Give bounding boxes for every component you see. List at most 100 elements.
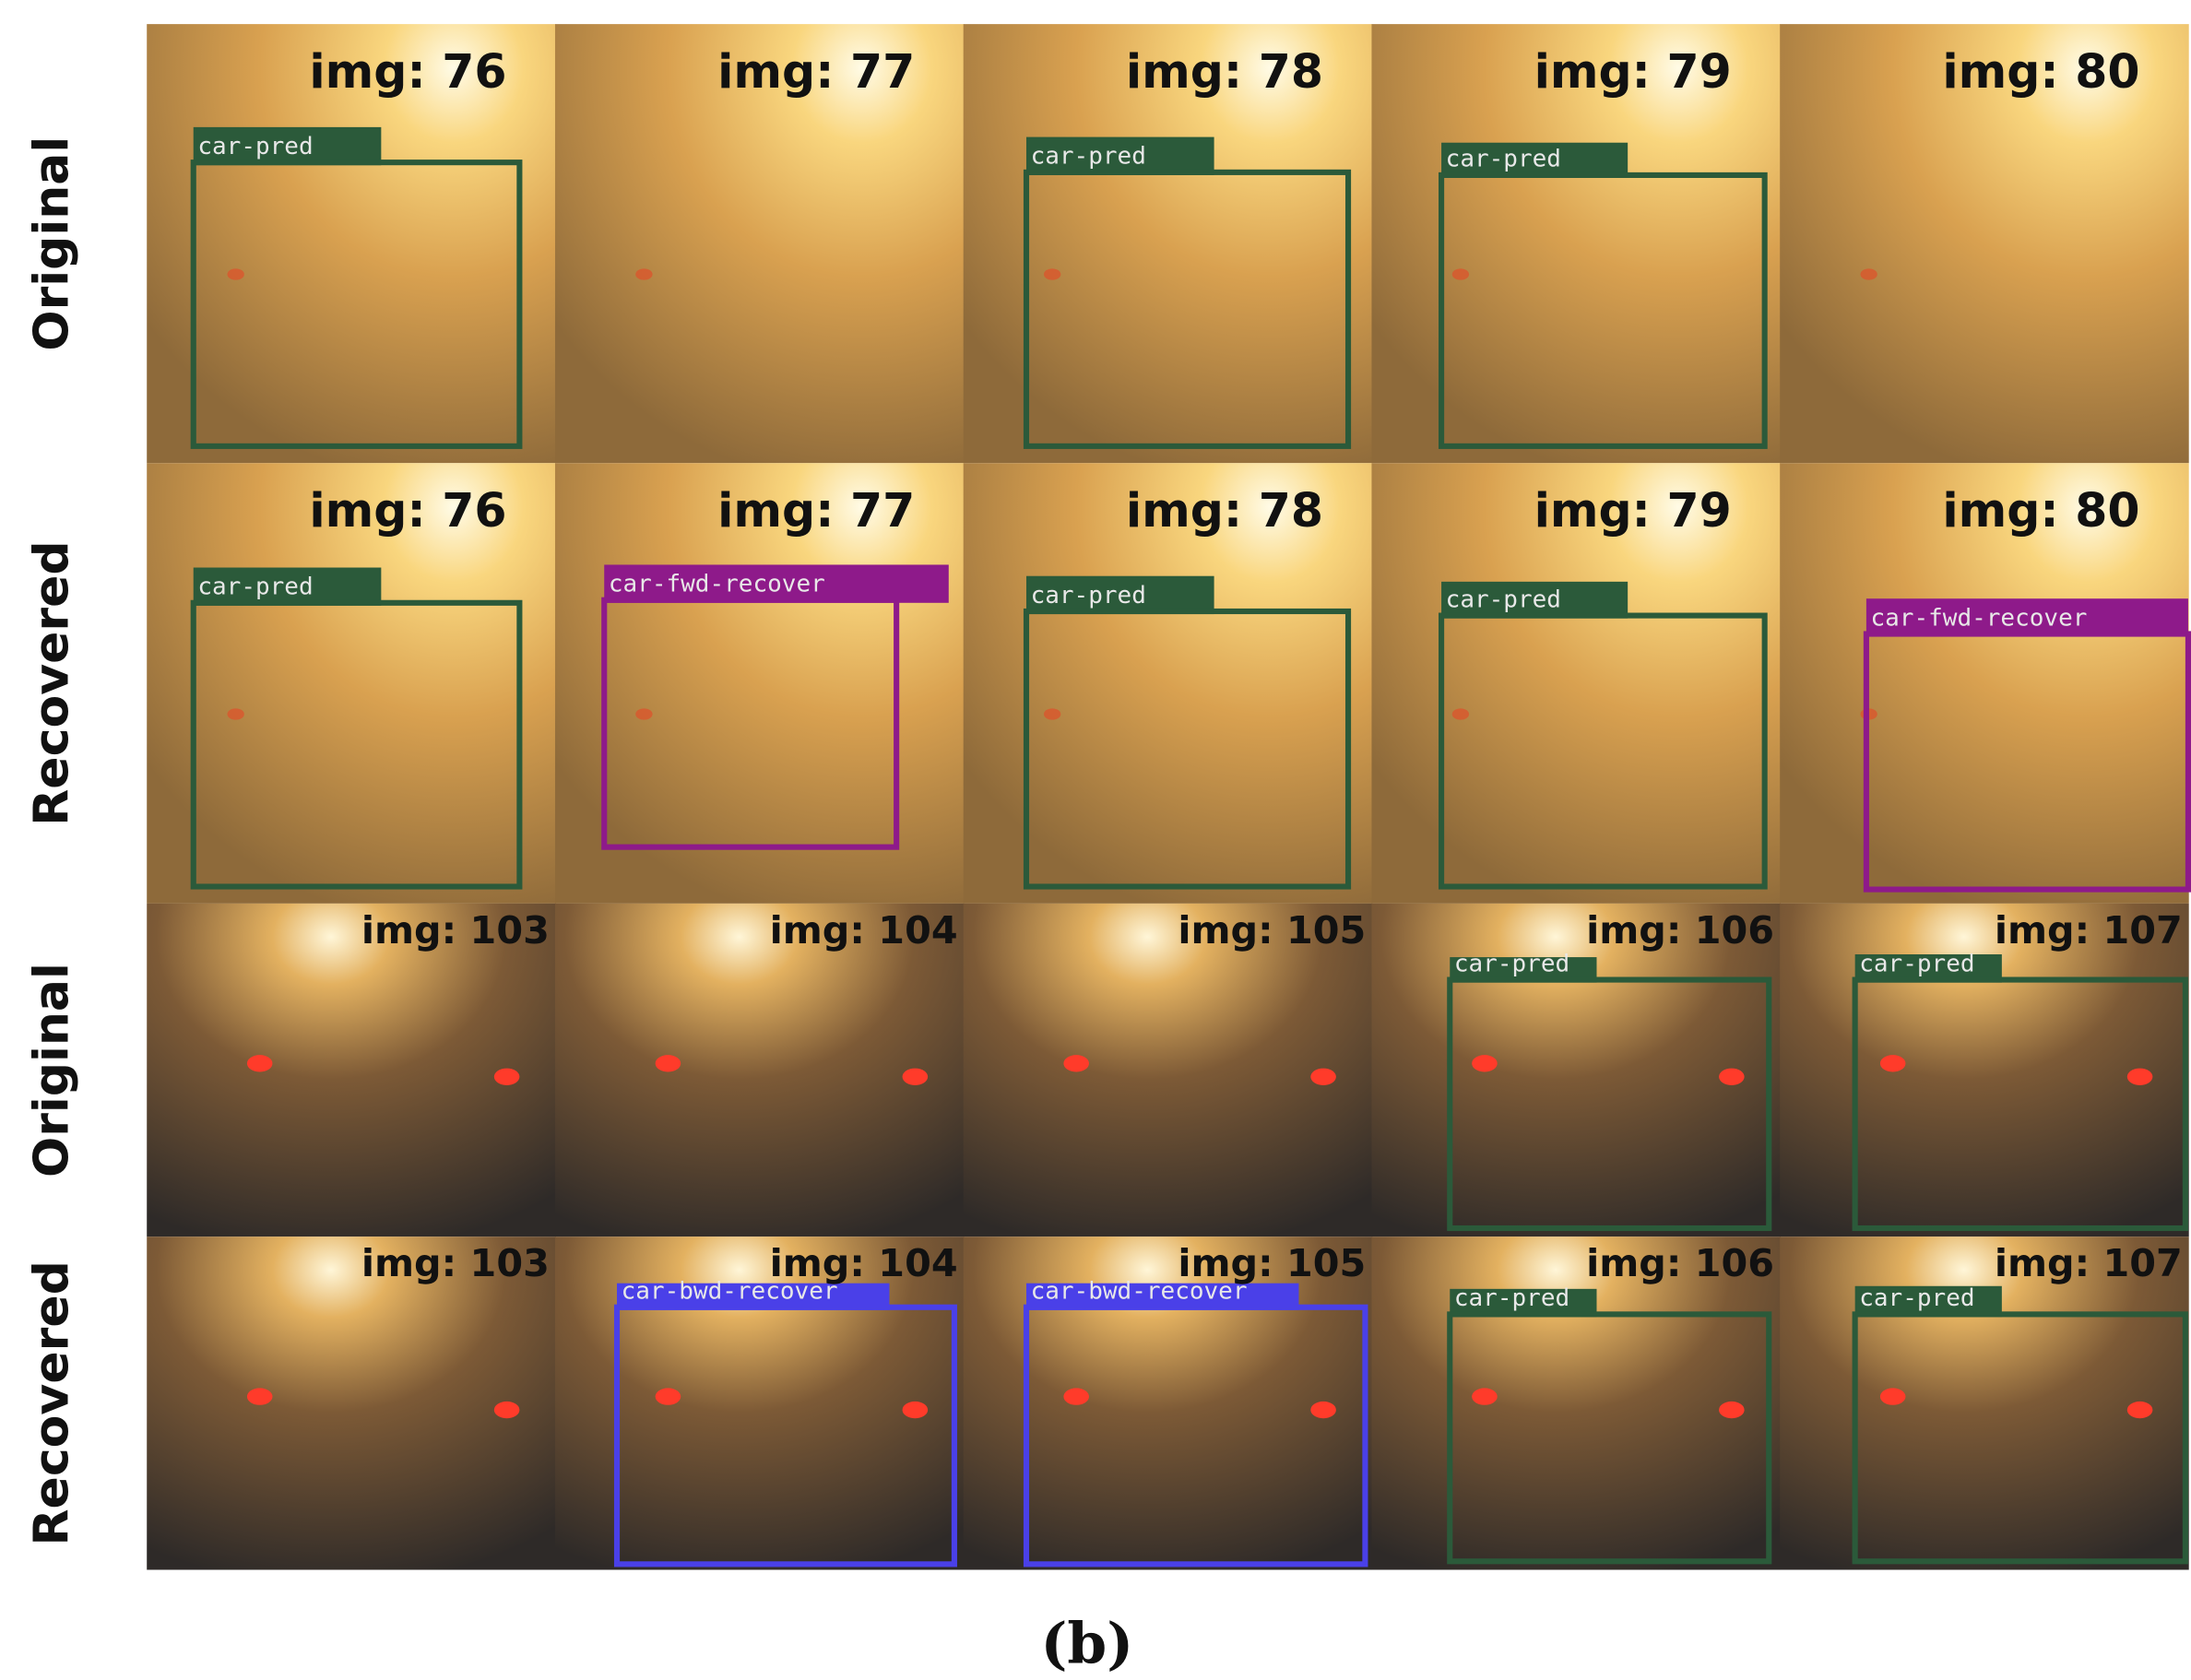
- image-number: img: 104: [770, 1241, 958, 1285]
- taillight: [1063, 1055, 1089, 1072]
- image-number: img: 77: [717, 483, 915, 538]
- image-number: img: 80: [1942, 483, 2139, 538]
- image-number: img: 78: [1126, 483, 1323, 538]
- box-tag: [1025, 575, 1214, 615]
- row-label: Recovered: [24, 540, 79, 825]
- box-label: car-pred: [1031, 582, 1146, 609]
- box-label: car-pred: [1446, 146, 1561, 173]
- taillight: [1879, 1055, 1906, 1072]
- image-tile: [963, 24, 1373, 464]
- taillight: [1472, 1388, 1498, 1405]
- taillight: [227, 708, 244, 720]
- taillight: [2126, 1068, 2153, 1085]
- image-tile: [1780, 24, 2189, 464]
- image-number: img: 107: [1995, 1241, 2183, 1285]
- bounding-box: [1447, 976, 1772, 1232]
- box-tag: [1025, 136, 1214, 175]
- bounding-box: [1447, 1311, 1772, 1565]
- box-label: car-pred: [1859, 1284, 1974, 1312]
- bounding-box: [190, 160, 523, 449]
- bounding-box: [613, 1304, 957, 1568]
- bounding-box: [1023, 169, 1352, 449]
- image-number: img: 103: [361, 1241, 550, 1285]
- taillight: [2126, 1401, 2153, 1419]
- taillight: [1310, 1401, 1336, 1419]
- box-tag: [1865, 598, 2188, 637]
- image-number: img: 76: [309, 44, 506, 99]
- bounding-box: [1439, 612, 1768, 890]
- image-number: img: 106: [1586, 908, 1774, 952]
- image-tile: [147, 24, 556, 464]
- taillight: [1043, 268, 1061, 280]
- box-label: car-bwd-recover: [1031, 1278, 1248, 1306]
- box-label: car-bwd-recover: [622, 1278, 838, 1306]
- box-label: car-pred: [1859, 950, 1974, 977]
- bounding-box: [1852, 976, 2188, 1232]
- box-tag: [193, 126, 382, 166]
- taillight: [655, 1388, 681, 1405]
- image-tile: [147, 463, 556, 904]
- taillight: [1472, 1055, 1498, 1072]
- image-tile: [554, 903, 965, 1237]
- taillight: [902, 1068, 929, 1085]
- image-number: img: 104: [770, 908, 958, 952]
- taillight: [902, 1401, 929, 1419]
- image-tile: [963, 463, 1373, 904]
- taillight: [1719, 1401, 1745, 1419]
- box-tag: [1441, 581, 1628, 619]
- image-tile: [1371, 1236, 1781, 1570]
- bounding-box: [190, 599, 523, 890]
- taillight: [1719, 1068, 1745, 1085]
- box-label: car-pred: [1454, 1284, 1569, 1312]
- taillight: [1860, 268, 1877, 280]
- taillight: [655, 1055, 681, 1072]
- bounding-box: [1863, 631, 2191, 893]
- image-number: img: 77: [717, 44, 915, 99]
- taillight: [227, 268, 244, 280]
- box-label: car-fwd-recover: [609, 571, 825, 598]
- image-number: img: 78: [1126, 44, 1323, 99]
- row-label: Recovered: [24, 1260, 79, 1545]
- taillight: [493, 1401, 520, 1419]
- bounding-box: [1852, 1311, 2188, 1565]
- box-label: car-pred: [1031, 143, 1146, 171]
- image-number: img: 76: [309, 483, 506, 538]
- box-tag: [604, 564, 949, 603]
- image-tile: [963, 903, 1373, 1237]
- box-tag: [1441, 142, 1628, 178]
- bounding-box: [1439, 172, 1768, 449]
- taillight: [493, 1068, 520, 1085]
- image-tile: [1780, 463, 2189, 904]
- row-label: Original: [24, 963, 79, 1177]
- row-label: Original: [24, 136, 79, 351]
- image-number: img: 103: [361, 908, 550, 952]
- taillight: [1451, 268, 1470, 280]
- caption: (b): [1040, 1612, 1133, 1677]
- box-label: car-pred: [1454, 950, 1569, 977]
- box-label: car-pred: [197, 574, 313, 601]
- image-number: img: 107: [1995, 908, 2183, 952]
- taillight: [1879, 1388, 1906, 1405]
- image-tile: [147, 903, 556, 1237]
- image-number: img: 106: [1586, 1241, 1774, 1285]
- image-tile: [147, 1236, 556, 1570]
- image-tile: [554, 24, 965, 464]
- box-label: car-fwd-recover: [1870, 604, 2087, 632]
- bounding-box: [1023, 1304, 1368, 1568]
- image-tile: [1371, 903, 1781, 1237]
- taillight: [635, 268, 653, 280]
- image-number: img: 79: [1534, 483, 1732, 538]
- taillight: [246, 1388, 273, 1405]
- box-label: car-pred: [1446, 586, 1561, 613]
- taillight: [1310, 1068, 1336, 1085]
- taillight: [1043, 708, 1061, 720]
- image-number: img: 105: [1178, 1241, 1366, 1285]
- bounding-box: [1023, 608, 1352, 890]
- image-number: img: 105: [1178, 908, 1366, 952]
- box-tag: [193, 567, 382, 606]
- box-label: car-pred: [197, 133, 313, 160]
- taillight: [1451, 708, 1470, 720]
- bounding-box: [601, 597, 900, 850]
